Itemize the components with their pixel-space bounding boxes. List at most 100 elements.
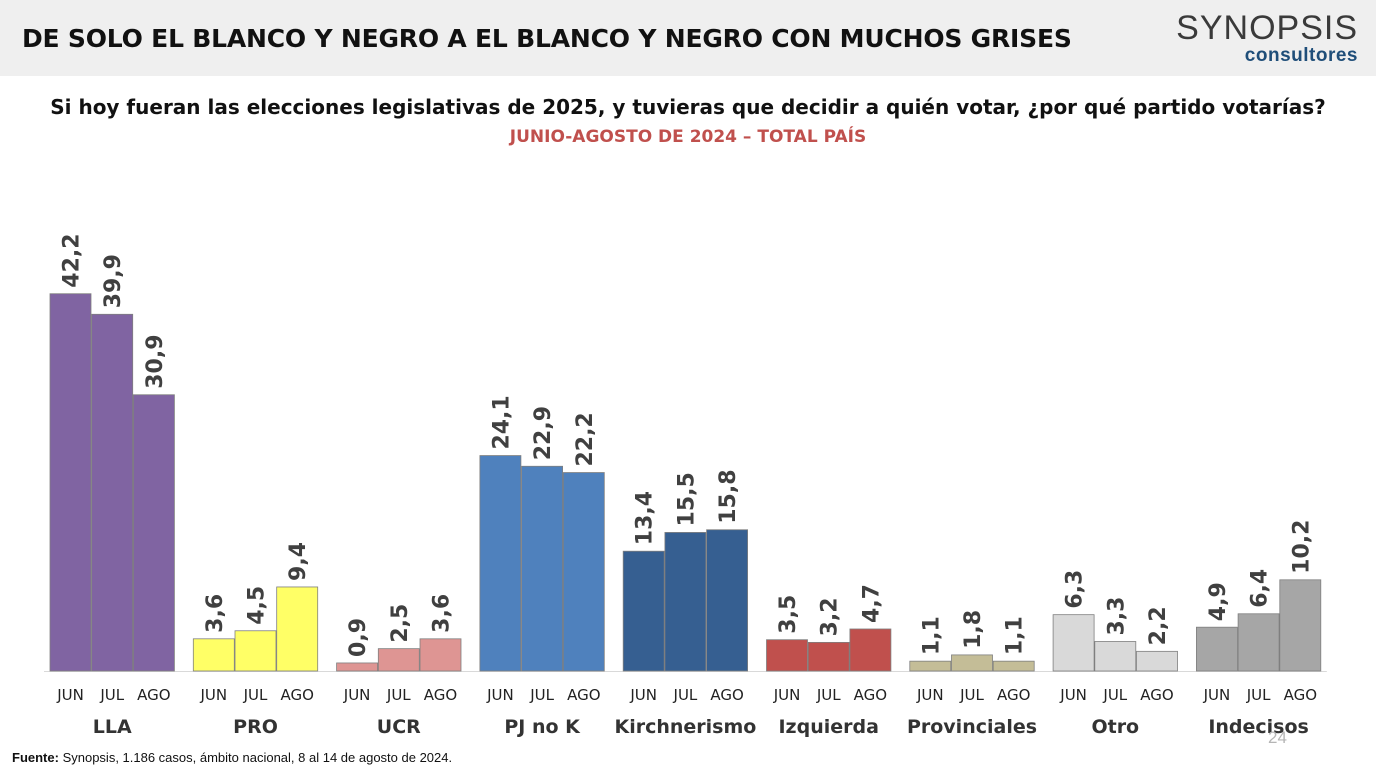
month-tick-label: JUN [486,686,514,704]
data-label: 24,1 [489,395,514,449]
month-tick-label: JUN [1203,686,1231,704]
month-tick-label: AGO [710,686,743,704]
data-label: 13,4 [633,491,658,545]
logo-tagline: consultores [1244,45,1358,66]
bar-otro-jun [1052,614,1095,672]
month-tick-label: JUN [916,686,944,704]
data-label: 10,2 [1289,520,1314,574]
bar-izquierda-jul [807,641,850,672]
bar-kirchnerismo-jun [622,550,665,672]
category-label: Kirchnerismo [614,716,756,738]
data-label: 4,5 [245,586,270,625]
data-label: 22,2 [573,412,598,466]
month-tick-label: JUN [773,686,801,704]
bar-provinciales-jun [909,660,952,672]
bar-otro-ago [1136,650,1178,672]
bar-indecisos-jun [1196,626,1238,672]
data-label: 1,1 [1003,616,1028,655]
bar-provinciales-ago [992,660,1035,672]
data-label: 4,9 [1206,582,1231,621]
header-band [0,0,1376,76]
category-label: LLA [93,716,132,738]
data-label: 4,7 [859,584,884,623]
month-tick-label: JUL [673,686,698,704]
category-label: PJ no K [504,716,581,738]
bar-otro-jul [1094,641,1137,672]
month-tick-label: JUL [1102,686,1127,704]
month-tick-label: AGO [1140,686,1173,704]
month-tick-label: JUN [629,686,657,704]
chart-title: Si hoy fueran las elecciones legislativa… [50,95,1326,119]
source-text: Synopsis, 1.186 casos, ámbito nacional, … [58,750,453,765]
month-tick-label: JUL [386,686,411,704]
bar-izquierda-jun [766,639,808,672]
month-tick-label: JUN [199,686,227,704]
logo-wordmark: SYNOPSIS [1176,9,1358,47]
month-tick-label: JUL [1246,686,1271,704]
source-label: Fuente: [12,750,59,765]
month-tick-label: JUL [243,686,268,704]
bar-kirchnerismo-jul [664,532,707,672]
month-tick-label: JUL [816,686,841,704]
bar-kirchnerismo-ago [706,529,748,672]
bar-pro-ago [276,586,319,672]
data-label: 2,5 [388,604,413,643]
data-label: 3,6 [430,594,455,633]
data-label: 15,8 [716,469,741,523]
month-tick-label: AGO [997,686,1030,704]
data-label: 9,4 [286,542,311,581]
bar-lla-ago [132,394,175,672]
data-label: 39,9 [101,254,126,308]
month-tick-label: AGO [1284,686,1317,704]
data-label: 42,2 [60,233,85,287]
month-tick-label: AGO [280,686,313,704]
month-tick-label: AGO [567,686,600,704]
month-tick-label: JUL [529,686,554,704]
data-label: 1,1 [919,616,944,655]
data-label: 30,9 [143,334,168,388]
data-label: 2,2 [1146,606,1171,645]
data-label: 22,9 [531,406,556,460]
month-tick-label: JUL [959,686,984,704]
month-tick-label: JUN [56,686,84,704]
bar-lla-jul [91,313,134,672]
category-label: Indecisos [1208,716,1309,738]
bar-provinciales-jul [951,654,993,672]
category-label: UCR [377,716,421,738]
bar-pj-no-k-ago [562,472,605,672]
bar-pro-jul [234,630,277,672]
month-tick-label: JUN [343,686,371,704]
bar-pj-no-k-jul [521,465,563,672]
data-label: 3,2 [818,597,843,636]
data-label: 6,4 [1248,569,1273,608]
bar-indecisos-jul [1237,613,1280,672]
month-tick-label: JUN [1059,686,1087,704]
category-label: PRO [233,716,278,738]
bar-izquierda-ago [849,628,892,672]
month-tick-label: AGO [137,686,170,704]
data-label: 3,6 [203,594,228,633]
synopsis-logo: SYNOPSIS consultores [1176,10,1358,66]
data-label: 3,3 [1104,597,1129,636]
page-headline: DE SOLO EL BLANCO Y NEGRO A EL BLANCO Y … [22,24,1072,53]
data-label: 15,5 [674,472,699,526]
bar-pj-no-k-jun [479,455,522,672]
bar-ucr-ago [419,638,462,672]
bar-ucr-jul [377,648,420,672]
data-label: 1,8 [961,610,986,649]
month-tick-label: AGO [424,686,457,704]
page-number: 24 [1268,728,1287,747]
chart-subtitle: JUNIO-AGOSTO DE 2024 – TOTAL PAÍS [509,127,867,147]
category-label: Izquierda [778,716,878,738]
category-label: Provinciales [907,716,1037,738]
data-label: 0,9 [346,618,371,657]
bar-indecisos-ago [1279,579,1322,672]
bar-lla-jun [49,293,92,672]
month-tick-label: AGO [854,686,887,704]
category-label: Otro [1091,716,1139,738]
bar-pro-jun [192,638,235,672]
data-label: 6,3 [1063,570,1088,609]
bar-ucr-jun [336,662,379,672]
month-tick-label: JUL [99,686,124,704]
